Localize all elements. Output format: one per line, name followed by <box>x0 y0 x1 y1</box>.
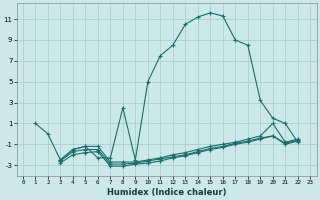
X-axis label: Humidex (Indice chaleur): Humidex (Indice chaleur) <box>107 188 226 197</box>
